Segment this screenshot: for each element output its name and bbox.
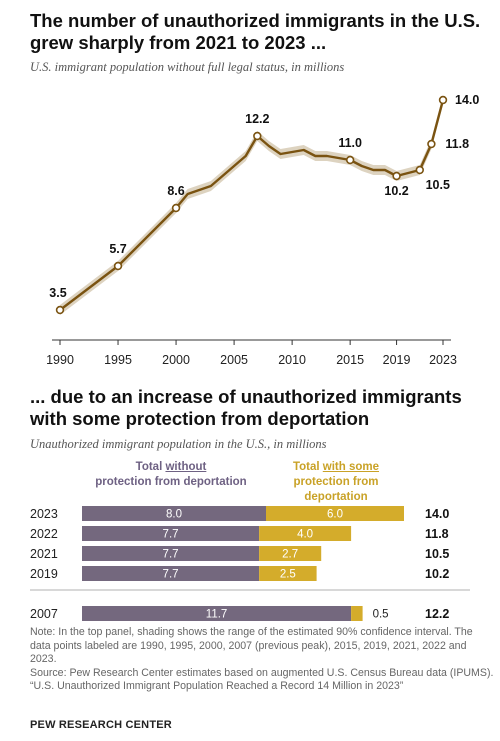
bar-with-protection [351,606,363,621]
bar-value-label: 0.5 [373,609,389,621]
note-text: Note: In the top panel, shading shows th… [30,626,473,666]
bar-total-label: 11.8 [425,527,449,541]
x-tick-label: 2015 [336,353,364,367]
bar-with-protection [266,506,404,521]
bar-chart-title: ... due to an increase of unauthorized i… [30,386,462,429]
data-point [438,95,448,105]
legend-without-emphasis: without [165,461,207,473]
data-point [392,171,401,181]
confidence-band [60,95,443,315]
x-tick-label: 2010 [278,353,306,367]
bar-category-label: 2019 [30,567,58,581]
bar-without-protection [82,566,260,581]
line-chart: 1990 1995 2000 2005 2010 2015 2019 2023 3.5 5.7 8.… [46,93,479,367]
data-label: 5.7 [109,242,126,256]
report-title: “U.S. Unauthorized Immigrant Population … [30,680,404,693]
source-text: Source: Pew Research Center estimates ba… [30,666,494,679]
data-point [415,165,424,175]
bar-value-label: 6.0 [327,509,343,521]
x-tick-label: 2005 [220,353,248,367]
data-point [55,305,65,315]
data-label: 14.0 [455,93,479,107]
bar-value-label: 2.7 [282,549,298,561]
chart-title: The number of unauthorized immigrants in… [30,10,481,53]
bar-total-label: 10.2 [425,567,449,581]
data-point [113,261,123,271]
data-label: 11.8 [445,137,469,151]
data-point [345,155,355,165]
legend-without-protection: Total without protection from deportatio… [80,460,262,490]
legend-without-suffix: protection from deportation [95,476,247,488]
x-tick-label: 2019 [383,353,411,367]
legend-with-emphasis: with some [322,461,380,473]
bar-without-protection [82,506,266,521]
legend-with-protection: Total with some protection from deportat… [262,460,410,505]
notes: Note: In the top panel, shading shows th… [30,626,495,694]
bar-value-label: 2.5 [280,569,296,581]
bar-total-label: 14.0 [425,507,449,521]
bar-value-label: 11.7 [206,609,228,621]
bar-category-label: 2022 [30,527,58,541]
bar-with-protection [259,566,317,581]
data-label: 11.0 [338,136,362,150]
x-tick-label: 2000 [162,353,190,367]
bar-value-label: 8.0 [166,509,182,521]
series-line [59,99,445,311]
data-label: 8.6 [167,184,184,198]
pew-logo-text: PEW RESEARCH CENTER [30,719,172,731]
data-label: 12.2 [245,112,269,126]
bar-chart-subtitle: Unauthorized immigrant population in the… [30,437,327,451]
bar-value-label: 7.7 [163,569,179,581]
bar-category-label: 2007 [30,607,58,621]
x-tick-label: 2023 [429,353,457,367]
data-label: 10.5 [426,178,450,192]
bar-value-label: 7.7 [163,529,179,541]
data-point [253,131,262,141]
x-tick-label: 1995 [104,353,132,367]
chart-subtitle: U.S. immigrant population without full l… [30,60,345,74]
bar-category-label: 2023 [30,507,58,521]
bar-total-label: 12.2 [425,607,449,621]
bar-total-label: 10.5 [425,547,449,561]
bar-with-protection [259,526,352,541]
bar-without-protection [82,546,260,561]
bar-without-protection [82,606,352,621]
legend-with-prefix: Total [292,461,323,473]
legend-with-suffix: protection from deportation [293,476,379,503]
bar-value-label: 4.0 [297,529,313,541]
bar-value-label: 7.7 [163,549,179,561]
data-point [427,139,436,149]
x-tick-label: 1990 [46,353,74,367]
data-point [171,203,181,213]
bar-with-protection [259,546,322,561]
legend-without-prefix: Total [135,461,166,473]
bar-without-protection [82,526,260,541]
data-label: 10.2 [384,184,408,198]
data-label: 3.5 [49,286,66,300]
bar-category-label: 2021 [30,547,58,561]
